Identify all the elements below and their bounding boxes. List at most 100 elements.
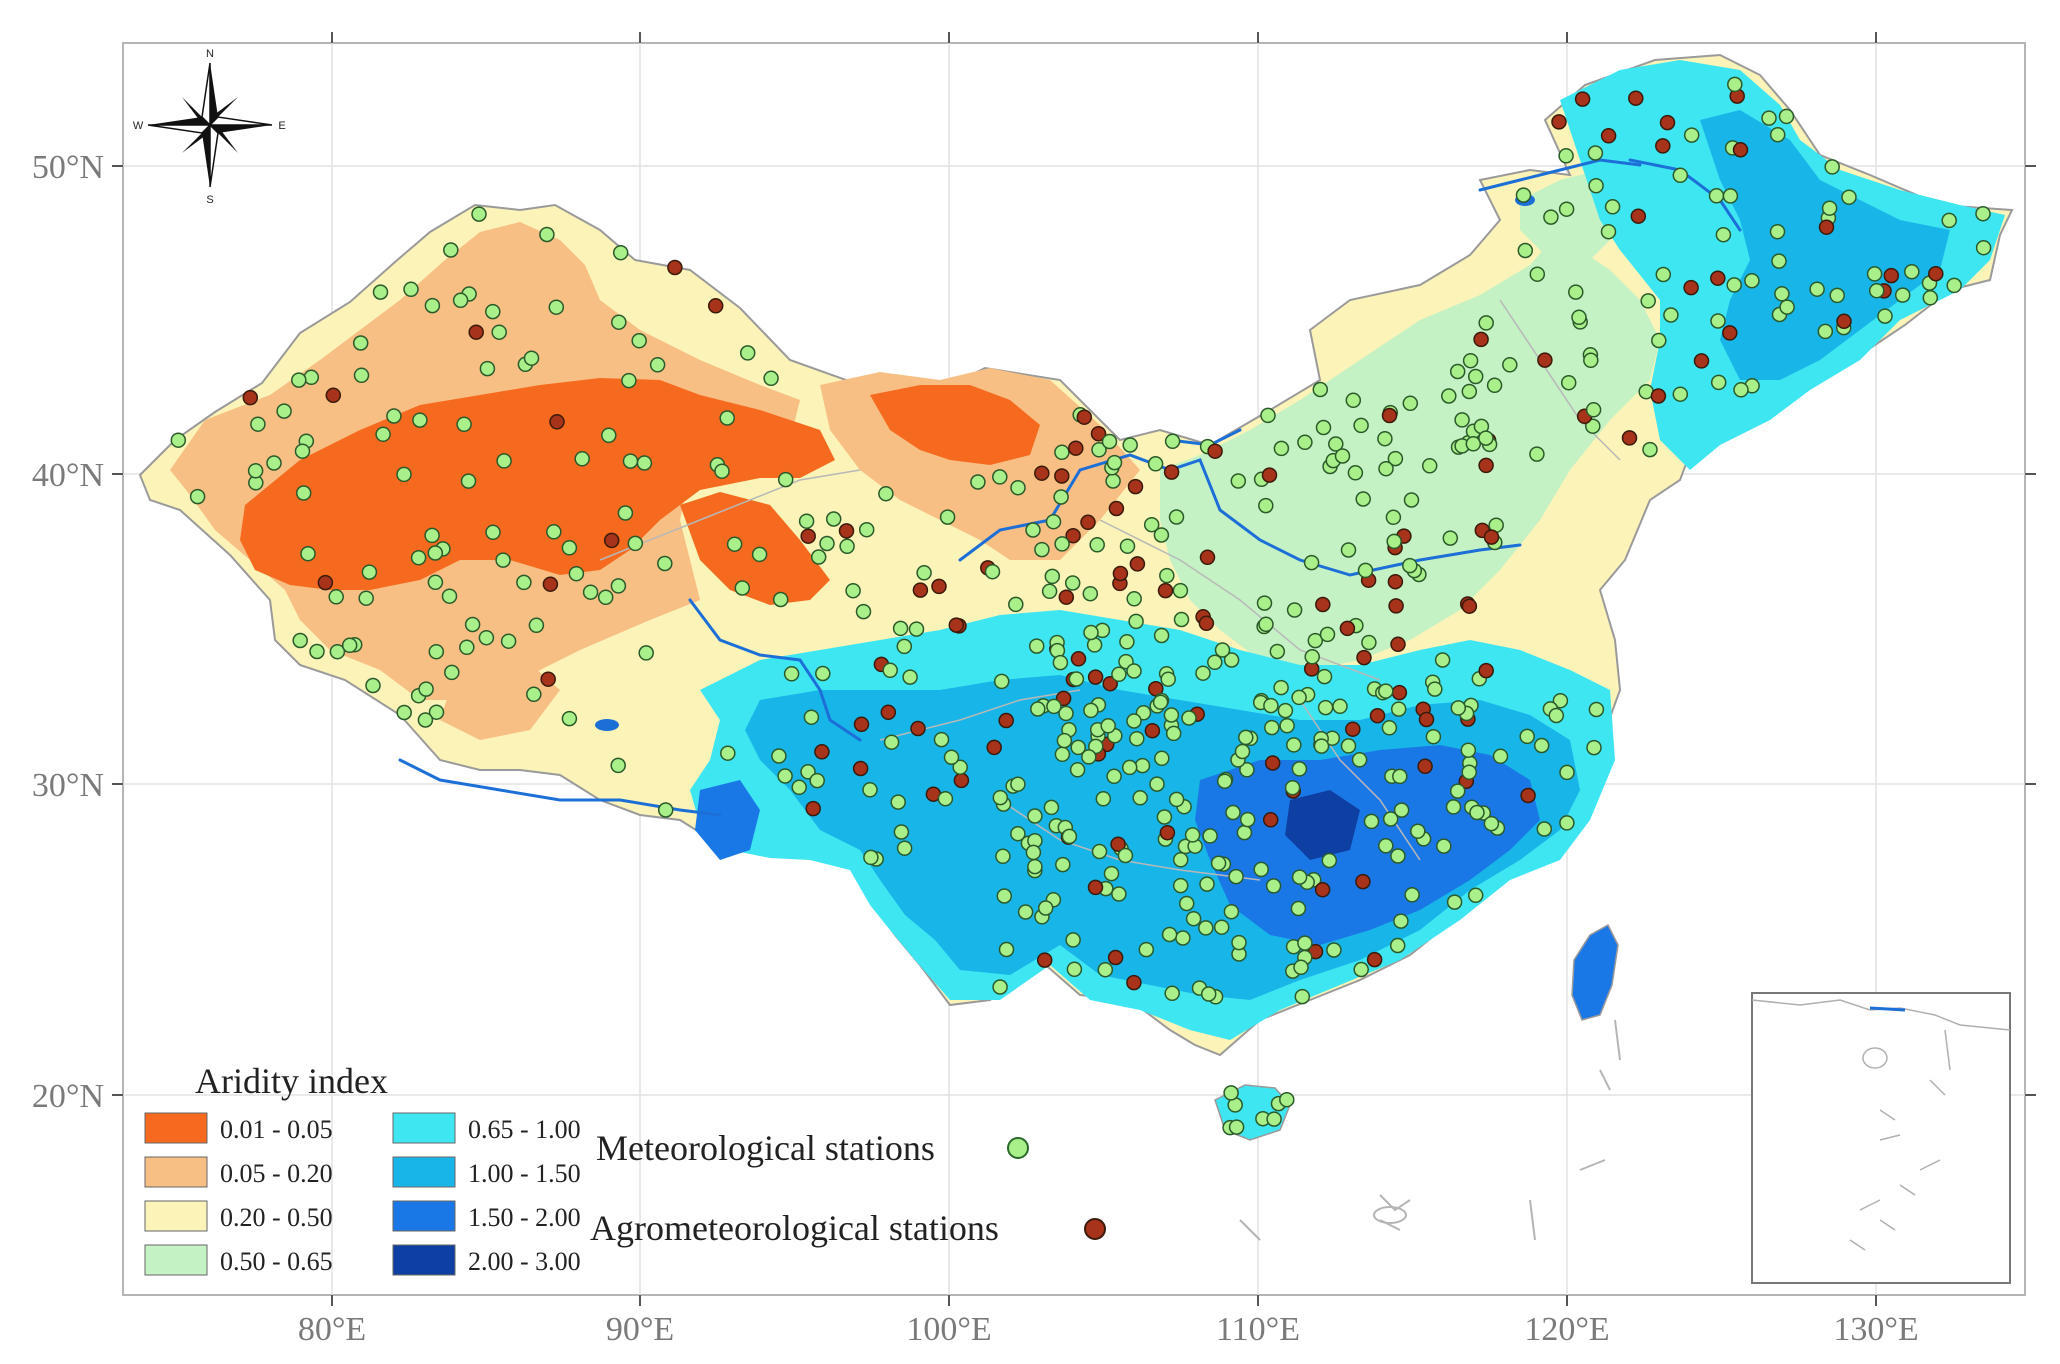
axis-ticks [112,32,2036,1306]
meteorological-station [1126,713,1142,729]
agrometeorological-station [1199,549,1216,566]
meteorological-station [896,840,913,856]
meteorological-station [1560,374,1577,391]
meteorological-station [777,768,793,784]
meteorological-station [1172,852,1189,868]
meteorological-station [726,536,743,552]
meteorological-station [1744,272,1760,289]
agrometeorological-station [1390,636,1406,653]
meteorological-station [1258,616,1274,633]
meteorological-station [1230,473,1247,489]
compass-w-label: W [133,120,144,132]
meteorological-station [1663,307,1679,323]
meteorological-station [1129,730,1145,747]
meteorological-station [1214,642,1231,658]
meteorological-station [1548,707,1565,724]
meteorological-station [412,412,428,428]
meteorological-station [1228,1119,1245,1135]
meteorological-station [495,552,511,568]
meteorological-station [1519,728,1535,745]
stations-layer [170,76,1992,1136]
meteorological-station [1091,843,1108,860]
meteorological-station [1054,536,1070,552]
meteorological-station [1483,815,1500,832]
agrometeorological-station [880,704,897,721]
legend-swatch [144,1112,208,1144]
meteorological-station [1672,167,1689,184]
meteorological-station [1132,790,1148,806]
agrometeorological-stations-label: Agrometeorological stations [590,1208,999,1248]
agrometeorological-station [805,800,821,817]
agrometeorological-station [1112,565,1129,582]
meteorological-station [1041,583,1058,600]
meteorological-station [1279,1091,1295,1108]
meteorological-station [1382,811,1399,827]
meteorological-station [1769,126,1786,143]
meteorological-station [1316,668,1333,685]
meteorological-station [1065,932,1081,948]
meteorological-station [1946,277,1962,294]
meteorological-station [1028,638,1045,654]
meteorological-station [1202,828,1218,844]
humid-blue-northeast [1700,110,1950,380]
lat-tick-label: 20°N [32,1078,104,1115]
meteorological-station [1238,729,1254,746]
agrometeorological-station [1732,142,1749,158]
meteorological-station [893,824,910,840]
meteorological-station [1089,537,1105,553]
meteorological-station [1312,381,1329,398]
meteorological-station [992,979,1008,995]
meteorological-station-marker [1007,1137,1029,1159]
meteorological-station [1216,773,1233,789]
meteorological-station [1387,450,1404,467]
meteorological-station [1269,643,1286,660]
meteorological-station [546,524,562,540]
meteorological-station [1198,920,1214,936]
meteorological-station [1841,189,1857,205]
meteorological-station [1454,412,1470,428]
semiarid-green-north [1160,230,1660,670]
meteorological-station [863,849,879,866]
meteorological-station [1061,828,1078,845]
meteorological-station [815,665,831,682]
meteorological-station [568,565,585,582]
meteorological-station [1066,961,1083,978]
agrometeorological-station [1126,974,1142,991]
meteorological-station [1441,388,1457,404]
meteorological-station [1588,177,1604,194]
agrometeorological-station [317,574,334,591]
meteorological-station [471,206,487,222]
meteorological-station [189,488,206,505]
agrometeorological-station [1381,407,1398,424]
lat-tick-label: 50°N [32,149,104,186]
meteorological-station [845,582,861,599]
meteorological-station [1829,287,1845,304]
meteorological-station [1126,591,1142,607]
china-map [138,53,2014,1241]
agrometeorological-station [948,617,965,633]
agrometeorological-station [549,414,565,430]
meteorological-station [1213,919,1230,935]
lat-tick-label: 40°N [32,457,104,494]
agrometeorological-station [1065,527,1081,544]
meteorological-station [622,453,639,469]
meteorological-station [612,244,629,261]
meteorological-station [1294,988,1311,1005]
agrometeorological-station [1036,952,1053,968]
meteorological-station [1122,437,1138,453]
legend-label: 0.05 - 0.20 [220,1159,333,1188]
agrometeorological-station [1356,649,1372,666]
meteorological-station [574,451,590,467]
meteorological-station [1236,824,1253,841]
meteorological-station [1095,791,1112,807]
agrometeorological-station [1928,265,1944,282]
meteorological-station [777,471,794,488]
meteorological-station [1402,395,1419,412]
agrometeorological-station [1080,514,1096,531]
meteorological-station [1064,575,1081,591]
meteorological-station [460,473,477,489]
agrometeorological-station [1261,467,1278,483]
meteorological-station [1389,937,1406,954]
meteorological-station [1558,201,1575,217]
agrometeorological-station [1264,755,1281,771]
